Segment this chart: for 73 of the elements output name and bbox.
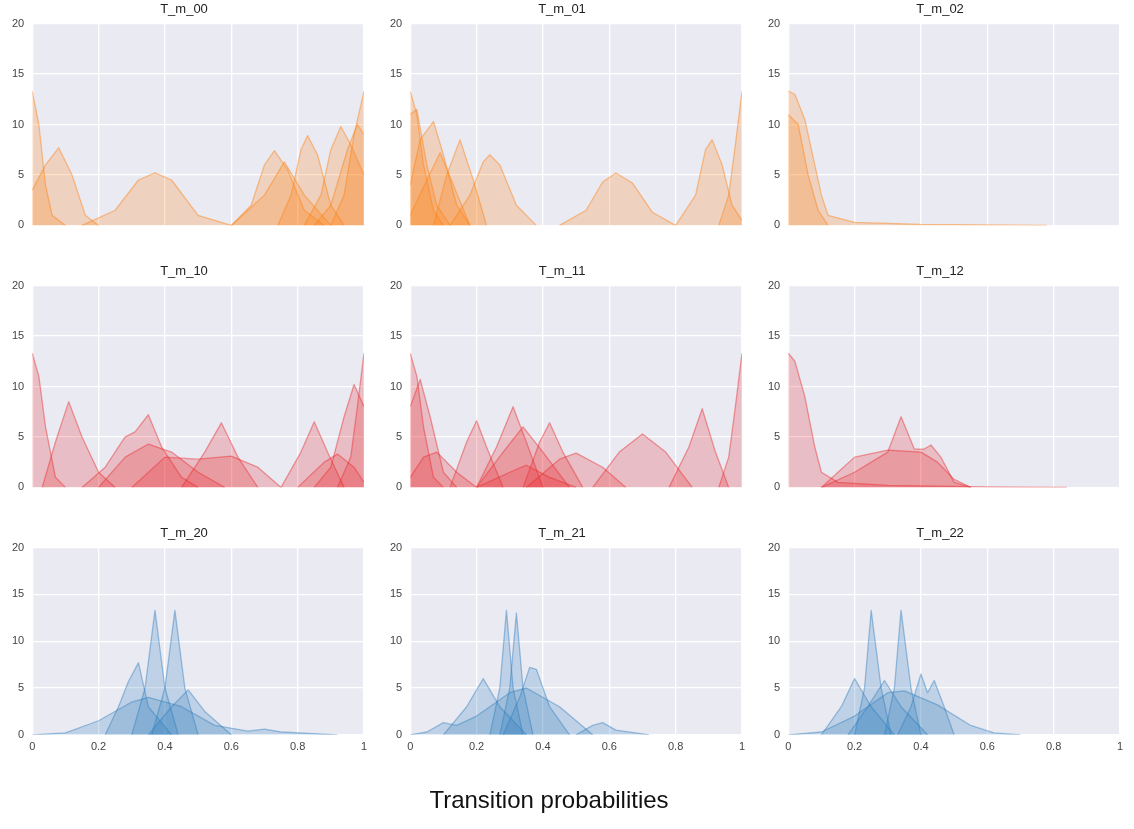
y-tick-label: 5 — [18, 681, 25, 694]
x-tick-label: 0.8 — [668, 740, 684, 753]
y-tick-label: 0 — [18, 218, 25, 231]
y-tick-label: 5 — [774, 681, 781, 694]
y-tick-label: 20 — [389, 540, 403, 553]
chart-title: T_m_10 — [160, 263, 208, 279]
x-tick-label: 0.4 — [157, 740, 173, 753]
y-tick-label: 15 — [11, 67, 25, 80]
chart-title: T_m_20 — [160, 525, 208, 541]
y-tick-label: 10 — [767, 117, 781, 130]
y-tick-label: 10 — [11, 379, 25, 392]
y-tick-label: 10 — [11, 117, 25, 130]
chart-title: T_m_02 — [916, 1, 964, 17]
x-tick-label: 0.6 — [601, 740, 617, 753]
y-tick-label: 5 — [18, 167, 25, 180]
y-tick-label: 20 — [767, 278, 781, 291]
y-tick-label: 5 — [774, 429, 781, 442]
x-tick-label: 0 — [785, 740, 792, 753]
chart-title: T_m_00 — [160, 1, 208, 17]
y-tick-label: 10 — [11, 634, 25, 647]
y-tick-label: 5 — [18, 429, 25, 442]
y-tick-label: 0 — [18, 727, 25, 740]
x-tick-label: 0.8 — [1046, 740, 1062, 753]
y-tick-label: 10 — [767, 379, 781, 392]
y-tick-label: 10 — [767, 634, 781, 647]
x-tick-label: 0.4 — [913, 740, 929, 753]
y-tick-label: 20 — [767, 16, 781, 29]
y-tick-label: 20 — [11, 278, 25, 291]
x-tick-label: 1 — [738, 740, 746, 753]
y-tick-label: 20 — [389, 16, 403, 29]
chart-title: T_m_22 — [916, 525, 964, 541]
x-tick-label: 0.6 — [223, 740, 239, 753]
y-tick-label: 10 — [389, 117, 403, 130]
y-tick-label: 20 — [389, 278, 403, 291]
y-tick-label: 0 — [774, 218, 781, 231]
y-tick-label: 0 — [774, 727, 781, 740]
y-tick-label: 10 — [389, 379, 403, 392]
x-tick-label: 0.2 — [90, 740, 107, 753]
chart-title: T_m_01 — [538, 1, 586, 17]
y-tick-label: 0 — [18, 480, 25, 493]
y-tick-label: 5 — [396, 429, 403, 442]
y-tick-label: 20 — [11, 16, 25, 29]
y-tick-label: 0 — [774, 480, 781, 493]
y-tick-label: 5 — [396, 681, 403, 694]
x-tick-label: 0.6 — [979, 740, 995, 753]
x-tick-label: 0.4 — [535, 740, 551, 753]
x-tick-label: 0 — [29, 740, 36, 753]
y-tick-label: 15 — [389, 67, 403, 80]
y-tick-label: 15 — [11, 587, 25, 600]
y-tick-label: 15 — [389, 329, 403, 342]
x-tick-label: 1 — [1116, 740, 1124, 753]
x-tick-label: 0 — [407, 740, 414, 753]
y-tick-label: 5 — [396, 167, 403, 180]
y-tick-label: 20 — [767, 540, 781, 553]
chart-title: T_m_11 — [538, 263, 586, 279]
y-tick-label: 0 — [396, 218, 403, 231]
y-tick-label: 0 — [396, 727, 403, 740]
chart-title: T_m_21 — [538, 525, 586, 541]
x-axis-title: Transition probabilities — [428, 786, 670, 814]
chart-title: T_m_12 — [916, 263, 964, 279]
y-tick-label: 15 — [767, 329, 781, 342]
y-tick-label: 10 — [389, 634, 403, 647]
x-tick-label: 1 — [360, 740, 368, 753]
y-tick-label: 5 — [774, 167, 781, 180]
x-tick-label: 0.2 — [468, 740, 485, 753]
y-tick-label: 15 — [767, 67, 781, 80]
y-tick-label: 20 — [11, 540, 25, 553]
x-tick-label: 0.8 — [290, 740, 306, 753]
y-tick-label: 15 — [389, 587, 403, 600]
y-tick-label: 15 — [767, 587, 781, 600]
y-tick-label: 0 — [396, 480, 403, 493]
y-tick-label: 15 — [11, 329, 25, 342]
x-tick-label: 0.2 — [846, 740, 863, 753]
